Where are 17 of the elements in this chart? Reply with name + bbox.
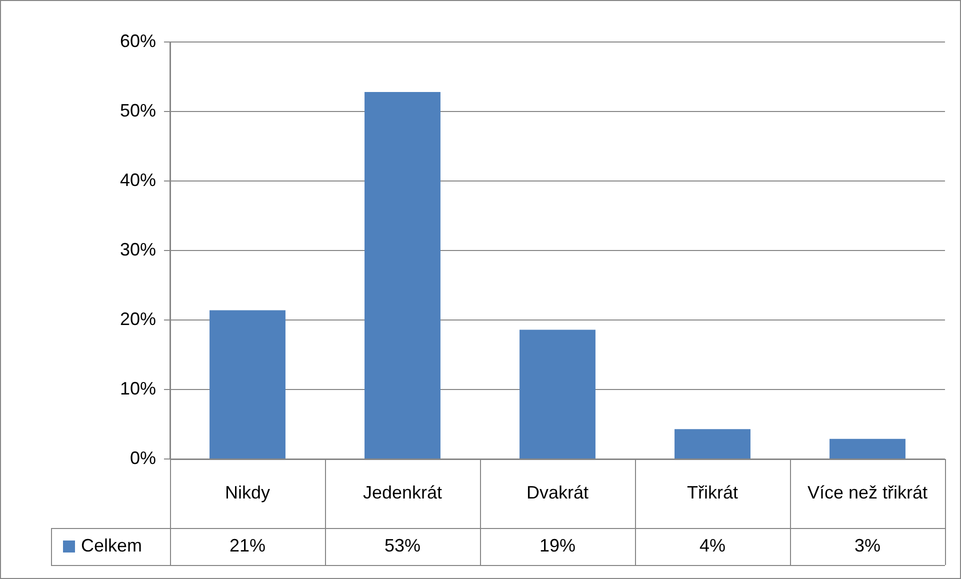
x-tick-label: Dvakrát [526, 482, 589, 502]
x-tick-label: Nikdy [224, 482, 270, 502]
bar [210, 310, 286, 458]
x-tick-label: Jedenkrát [362, 482, 442, 502]
bar [520, 330, 596, 458]
bar [830, 438, 906, 458]
y-tick-label: 0% [130, 448, 156, 468]
y-tick-label: 40% [120, 170, 156, 190]
y-tick-label: 30% [120, 239, 156, 260]
bar [674, 429, 750, 458]
y-tick-label: 50% [120, 100, 156, 120]
y-tick-label: 60% [120, 30, 156, 51]
y-tick-label: 20% [120, 308, 156, 329]
bar [364, 92, 440, 458]
x-tick-label: Více než třikrát [807, 482, 928, 502]
y-tick-label: 10% [120, 378, 156, 398]
x-tick-label: Třikrát [687, 482, 738, 502]
